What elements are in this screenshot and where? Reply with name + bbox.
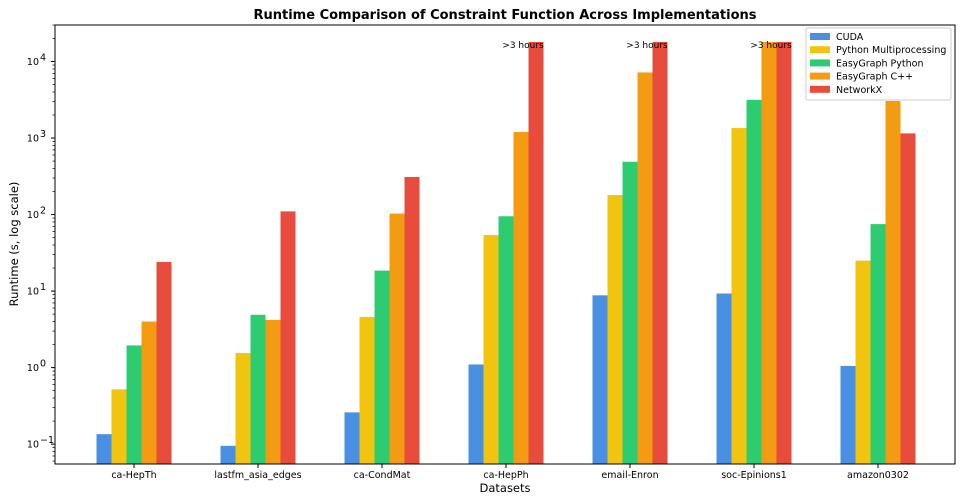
bar-python-multiprocessing-ca-hepph — [483, 235, 499, 464]
bar-easygraph-c--amazon0302 — [885, 100, 901, 464]
bar-networkx-lastfm-asia-edges — [280, 211, 296, 464]
y-tick-label: 10 — [27, 210, 39, 221]
bar-easygraph-python-ca-hepth — [126, 345, 142, 464]
y-tick-label: 10 — [27, 134, 39, 145]
y-tick-exponent: 1 — [40, 282, 46, 293]
bar-easygraph-c--ca-hepth — [141, 321, 157, 464]
bar-easygraph-python-lastfm-asia-edges — [250, 314, 266, 464]
y-tick-exponent: 2 — [40, 206, 46, 217]
plot-area: ca-HepTh lastfm_asia_edges ca-CondMat ca-He… — [27, 24, 916, 481]
legend-swatch — [810, 33, 830, 40]
bar-easygraph-c--ca-condmat — [389, 213, 405, 464]
x-tick-label: amazon0302 — [847, 470, 909, 481]
bar-cuda-ca-hepth — [96, 434, 112, 464]
legend-swatch — [810, 59, 830, 67]
y-tick-label: 10 — [27, 57, 39, 68]
bar-easygraph-c--soc-epinions1 — [761, 41, 777, 464]
annotation-label: >3 hours — [750, 41, 792, 51]
bar-networkx-ca-condmat — [404, 176, 420, 464]
bar-easygraph-python-ca-condmat — [374, 270, 390, 464]
bar-networkx-amazon0302 — [900, 133, 916, 465]
y-tick-exponent: 4 — [40, 53, 46, 64]
bar-cuda-ca-hepph — [468, 364, 484, 464]
legend-label: EasyGraph Python — [836, 58, 924, 69]
bar-python-multiprocessing-soc-epinions1 — [731, 128, 747, 464]
y-tick-label: 10 — [27, 440, 39, 451]
bar-easygraph-c--email-enron — [637, 72, 653, 465]
bar-cuda-lastfm-asia-edges — [220, 445, 236, 464]
bar-python-multiprocessing-amazon0302 — [855, 260, 871, 464]
annotation-label: >3 hours — [626, 41, 668, 51]
bar-networkx-email-enron — [652, 41, 668, 464]
bar-cuda-ca-condmat — [344, 412, 360, 464]
bar-networkx-soc-epinions1 — [776, 41, 792, 464]
x-tick-label: email-Enron — [601, 470, 658, 481]
bar-cuda-soc-epinions1 — [716, 293, 732, 464]
bar-python-multiprocessing-ca-hepth — [111, 389, 127, 464]
legend-swatch — [810, 46, 830, 54]
y-tick-exponent: −1 — [40, 435, 54, 446]
bar-python-multiprocessing-ca-condmat — [359, 316, 375, 464]
x-tick-label: lastfm_asia_edges — [214, 470, 301, 481]
bar-networkx-ca-hepth — [156, 261, 172, 464]
bar-easygraph-python-ca-hepph — [498, 216, 514, 464]
annotation-label: >3 hours — [502, 41, 544, 51]
bar-easygraph-python-email-enron — [622, 161, 638, 465]
bar-easygraph-c--ca-hepph — [513, 131, 529, 465]
x-tick-label: ca-HepPh — [483, 470, 528, 481]
legend-swatch — [810, 72, 830, 80]
legend: CUDA Python Multiprocessing EasyGraph Pyth… — [805, 27, 952, 101]
bar-python-multiprocessing-email-enron — [607, 195, 623, 464]
plot-frame — [54, 24, 956, 465]
x-tick-label: soc-Epinions1 — [721, 470, 787, 481]
y-tick-label: 10 — [27, 287, 39, 298]
y-tick-label: 10 — [27, 363, 39, 374]
legend-label: EasyGraph C++ — [836, 72, 913, 83]
legend-label: CUDA — [836, 32, 864, 43]
legend-label: NetworkX — [836, 85, 883, 96]
bar-python-multiprocessing-lastfm-asia-edges — [235, 353, 251, 464]
y-tick-exponent: 0 — [40, 359, 46, 370]
bar-cuda-email-enron — [592, 295, 608, 464]
bar-easygraph-python-soc-epinions1 — [746, 99, 762, 464]
chart-title: Runtime Comparison of Constraint Functio… — [253, 8, 756, 23]
bar-cuda-amazon0302 — [840, 365, 856, 464]
x-axis-label: Datasets — [479, 481, 530, 495]
x-tick-label: ca-CondMat — [354, 470, 411, 481]
y-tick-exponent: 3 — [40, 129, 46, 140]
bar-networkx-ca-hepph — [528, 41, 544, 464]
bar-easygraph-python-amazon0302 — [870, 224, 886, 464]
legend-box — [805, 27, 952, 101]
x-tick-label: ca-HepTh — [111, 470, 156, 481]
bar-easygraph-c--lastfm-asia-edges — [265, 319, 281, 464]
legend-label: Python Multiprocessing — [836, 45, 946, 56]
y-axis-label: Runtime (s, log scale) — [7, 182, 21, 307]
legend-swatch — [810, 85, 830, 93]
